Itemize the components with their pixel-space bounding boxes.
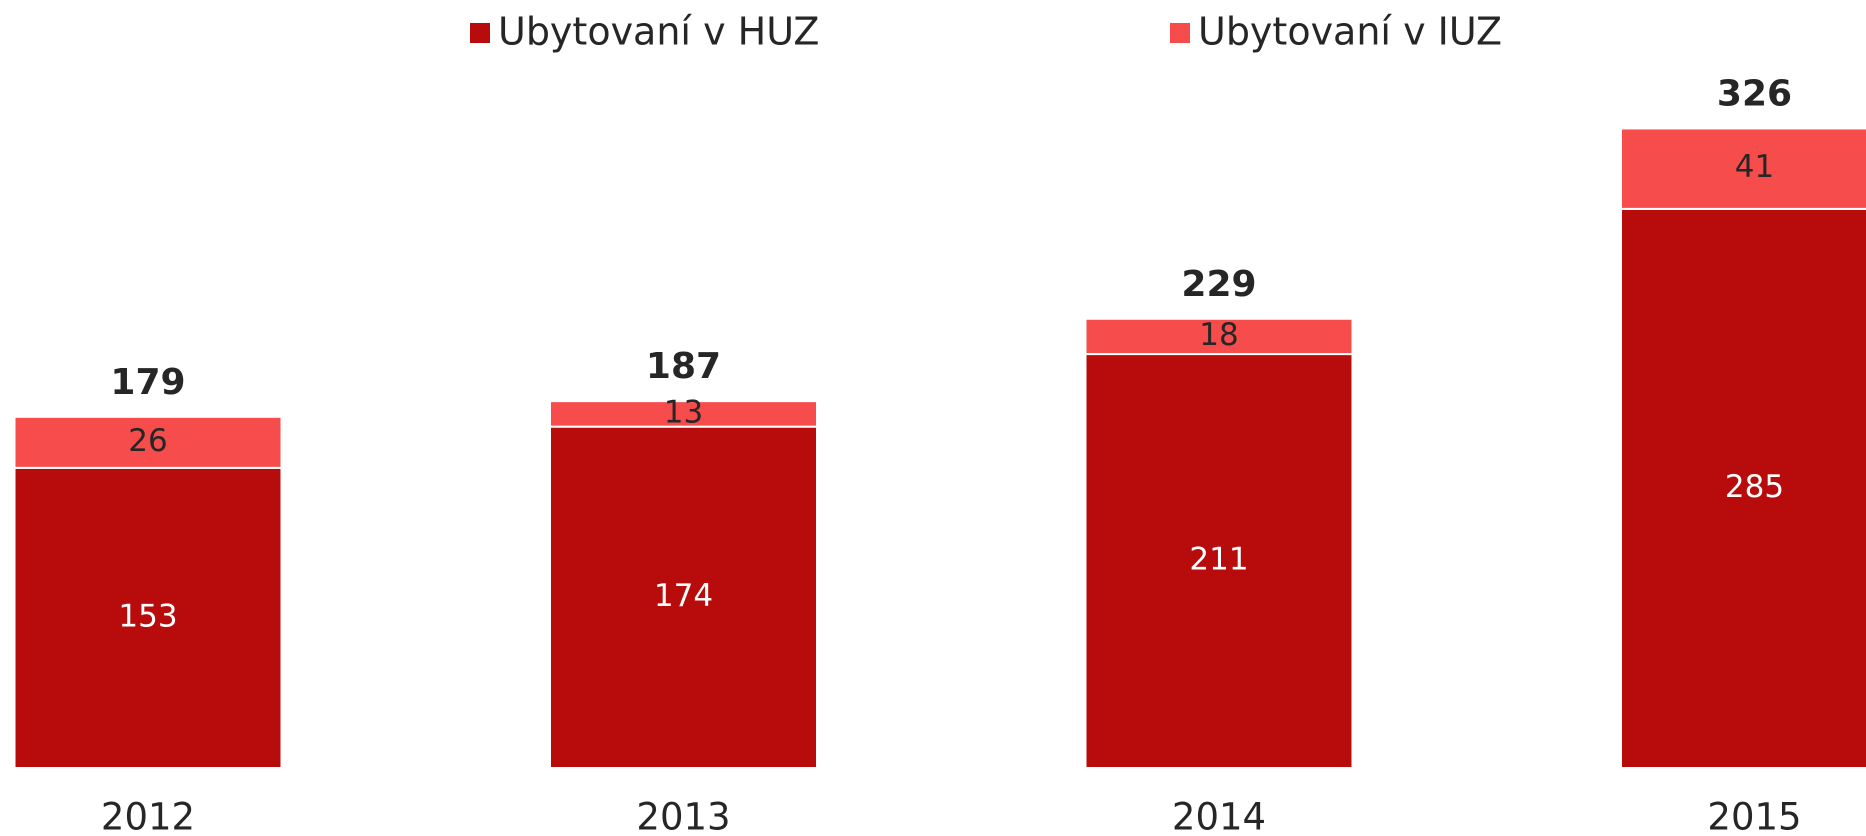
total-label: 229 (1181, 264, 1256, 305)
x-tick-label: 2012 (101, 796, 195, 836)
data-label: 41 (1735, 149, 1774, 185)
bar-segment (549, 400, 818, 428)
data-label: 18 (1199, 317, 1238, 353)
legend-swatch (1170, 23, 1190, 43)
legend-label: Ubytovaní v IUZ (1198, 10, 1502, 54)
bar-segment (1084, 353, 1354, 769)
bar-segment (13, 466, 283, 769)
total-label: 179 (110, 362, 185, 403)
legend-label: Ubytovaní v HUZ (498, 10, 819, 54)
data-label: 211 (1189, 542, 1248, 578)
x-tick-label: 2013 (636, 796, 730, 836)
x-tick-label: 2014 (1172, 796, 1266, 836)
data-label: 285 (1725, 469, 1784, 505)
bar-segment (13, 415, 283, 469)
bar-segment (1620, 207, 1866, 770)
data-label: 153 (118, 598, 177, 634)
x-tick-label: 2015 (1707, 796, 1801, 836)
legend-swatch (470, 23, 490, 43)
bar-segment (1620, 127, 1866, 210)
data-label: 13 (664, 394, 703, 430)
total-label: 187 (646, 346, 721, 387)
bar-segment (1084, 317, 1354, 356)
data-label: 26 (128, 423, 167, 459)
data-label: 174 (654, 578, 713, 614)
total-label: 326 (1717, 73, 1792, 114)
